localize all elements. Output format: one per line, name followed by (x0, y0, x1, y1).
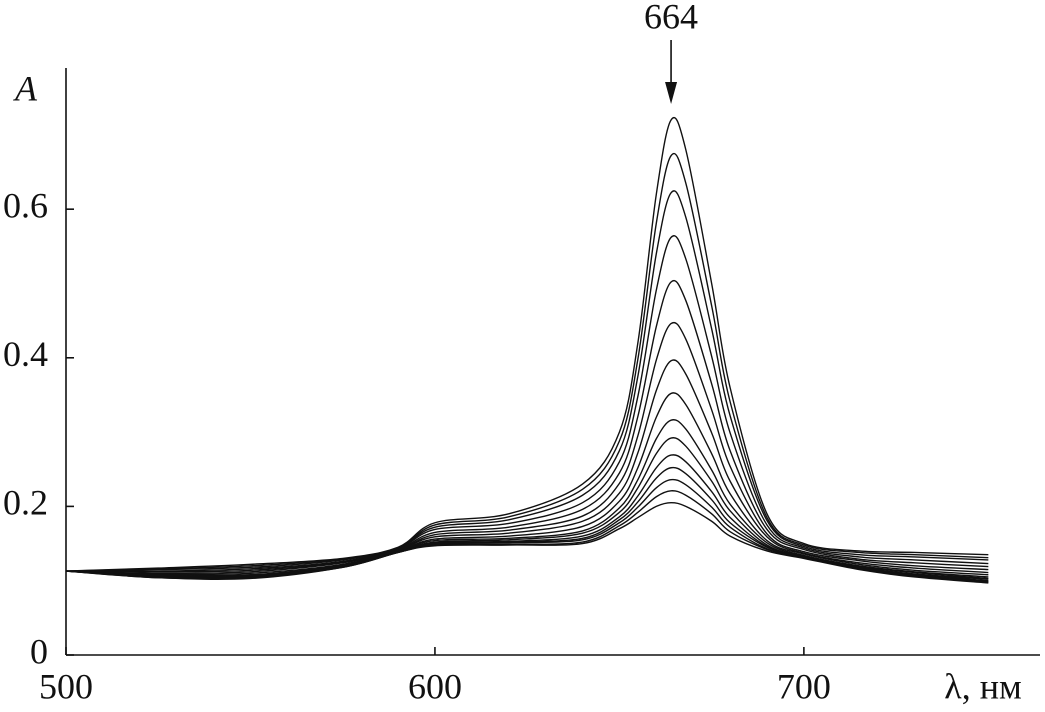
spectrum-line (65, 392, 989, 577)
spectrum-line (65, 419, 989, 578)
spectrum-line (65, 321, 989, 575)
spectrum-line (65, 190, 989, 572)
x-tick-label: 600 (408, 666, 462, 706)
y-tick-label: 0 (30, 631, 48, 671)
x-tick-label: 700 (777, 666, 831, 706)
spectrum-line (65, 116, 989, 572)
annotation-arrowhead (665, 82, 678, 104)
spectrum-line (65, 454, 989, 580)
y-tick-label: 0.4 (3, 334, 48, 374)
spectrum-line (65, 359, 989, 576)
y-axis-label: A (13, 68, 38, 108)
x-tick-label: 500 (39, 666, 93, 706)
spectrum-line (65, 235, 989, 572)
spectrum-line (65, 279, 989, 573)
y-tick-label: 0.2 (3, 483, 48, 523)
y-tick-label: 0.6 (3, 185, 48, 225)
x-axis-label: λ, нм (944, 666, 1022, 706)
spectrum-line (65, 152, 989, 572)
spectrum-line (65, 437, 989, 580)
spectrum-line (65, 501, 989, 584)
annotation-label: 664 (644, 0, 698, 36)
